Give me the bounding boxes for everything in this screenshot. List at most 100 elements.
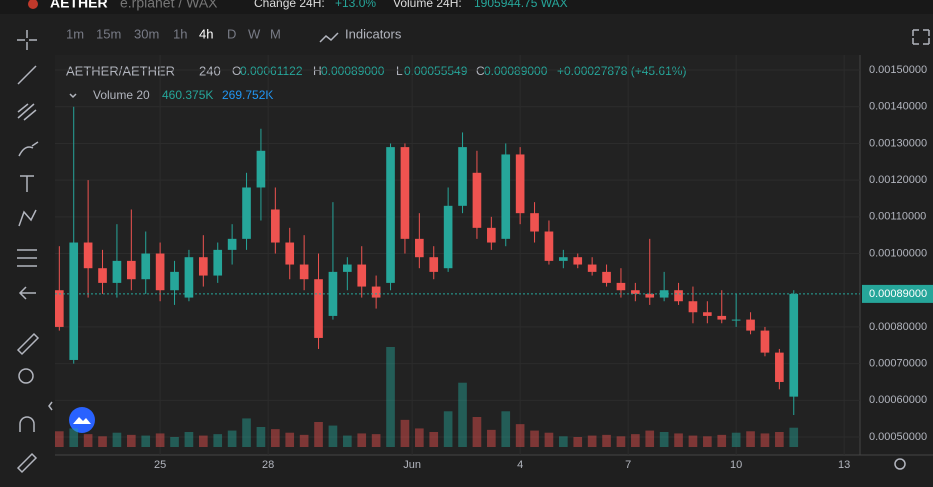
fib-tool[interactable] — [17, 103, 37, 121]
candle-body — [688, 301, 698, 313]
ohlc-key: H — [313, 64, 322, 78]
candle-body — [573, 257, 583, 265]
ohlc-value: 0.00089000 — [321, 64, 385, 78]
measure-tool[interactable] — [16, 332, 40, 356]
volume-bar — [112, 432, 122, 447]
candle-body — [285, 242, 295, 265]
zoom-tool[interactable] — [18, 368, 34, 384]
back-tool[interactable] — [18, 286, 36, 300]
volume-bar — [155, 433, 165, 447]
candle-body — [789, 293, 799, 397]
x-tick-label: Jun — [403, 459, 421, 471]
y-tick-label: 0.00110000 — [869, 211, 926, 223]
candle-body — [83, 242, 93, 269]
magnet-tool[interactable] — [19, 416, 35, 432]
candle-body — [242, 187, 251, 239]
interval-button[interactable]: D — [227, 26, 236, 41]
lock-tool[interactable] — [16, 452, 38, 474]
collapse-toolbar[interactable] — [48, 401, 53, 411]
volume-bar — [299, 434, 309, 447]
interval-button[interactable]: 1h — [173, 26, 187, 41]
candle-body — [645, 293, 655, 298]
candle-body — [227, 238, 237, 250]
candle-body — [343, 264, 352, 272]
volume-bar — [227, 430, 237, 447]
volume-bar — [631, 434, 640, 447]
candle-body — [112, 260, 122, 283]
volume-name: Volume 20 — [93, 88, 150, 102]
volume-bar — [55, 431, 64, 447]
volume-bar — [415, 428, 424, 447]
resolution: 240 — [199, 63, 221, 78]
x-tick-label: 10 — [730, 459, 742, 471]
volume-bar — [703, 436, 712, 447]
crosshair-tool[interactable] — [17, 30, 37, 50]
text-tool[interactable] — [20, 175, 34, 192]
interval-bar: 1m 15m 30m 1h 4h D W M — [66, 26, 281, 41]
candle-body — [184, 257, 194, 298]
y-tick-label: 0.00060000 — [869, 394, 927, 406]
settings[interactable] — [894, 458, 906, 470]
interval-button[interactable]: 15m — [96, 26, 121, 41]
volume-bar — [285, 432, 295, 447]
brush-tool[interactable] — [18, 141, 39, 157]
interval-button[interactable]: W — [248, 26, 261, 41]
logo-mark — [73, 417, 91, 424]
toolbar-icons — [16, 29, 930, 474]
interval-button[interactable]: 1m — [66, 26, 84, 41]
volume-bar — [760, 433, 770, 447]
candle-body — [98, 268, 107, 283]
interval-button[interactable]: 30m — [134, 26, 159, 41]
volume-bar — [357, 433, 367, 447]
candle-body — [703, 312, 712, 316]
candle-body — [559, 257, 568, 261]
collapse-chevron[interactable] — [69, 93, 77, 99]
fullscreen[interactable] — [912, 29, 930, 45]
volume-bar — [199, 435, 208, 447]
volume-bar — [515, 424, 525, 447]
volume-bar — [659, 432, 669, 447]
interval-button[interactable]: 4h — [199, 26, 213, 41]
volume-bar — [343, 435, 352, 447]
pattern-tool[interactable] — [18, 209, 37, 227]
volume-bar — [429, 432, 439, 447]
volume-bar — [472, 417, 482, 447]
candle-body — [775, 352, 784, 382]
volume-bar — [717, 434, 727, 447]
candle-body — [213, 249, 223, 276]
candle-body — [127, 260, 136, 280]
y-tick-label: 0.00050000 — [869, 431, 927, 443]
candle-body — [515, 154, 525, 214]
volume-bar — [386, 347, 395, 447]
last-price-label: 0.00089000 — [869, 288, 927, 300]
volume-bar — [789, 427, 799, 447]
indicators-button[interactable]: Indicators — [345, 26, 402, 41]
candle-body — [501, 154, 511, 239]
x-tick-label: 4 — [517, 459, 523, 471]
volume-bar — [256, 427, 266, 447]
candle-body — [386, 147, 395, 283]
indicators-icon[interactable] — [319, 32, 339, 43]
prediction-tool[interactable] — [17, 249, 37, 267]
line-tool[interactable] — [17, 65, 37, 85]
change: +0.00027878 (+45.61%) — [557, 64, 686, 78]
candle-body — [458, 147, 467, 206]
volume-bar — [674, 433, 683, 447]
y-tick-label: 0.00130000 — [869, 137, 927, 149]
volume-value: 460.375K — [162, 88, 213, 102]
volume-bar — [184, 432, 194, 447]
candle-body — [472, 172, 482, 228]
change-label: Change 24H: — [254, 0, 325, 10]
plot-area — [55, 55, 860, 455]
candle-body — [487, 227, 496, 243]
x-tick-label: 28 — [262, 459, 274, 471]
volume-bar — [83, 434, 93, 447]
volume-bar — [141, 435, 151, 447]
volume-bar — [775, 432, 784, 447]
volume-value: 1905944.75 WAX — [474, 0, 568, 10]
candle-body — [602, 271, 611, 283]
pair: AETHER/AETHER — [66, 63, 175, 78]
volume-bar — [371, 434, 381, 447]
interval-button[interactable]: M — [270, 26, 281, 41]
volume-bar — [271, 429, 280, 447]
